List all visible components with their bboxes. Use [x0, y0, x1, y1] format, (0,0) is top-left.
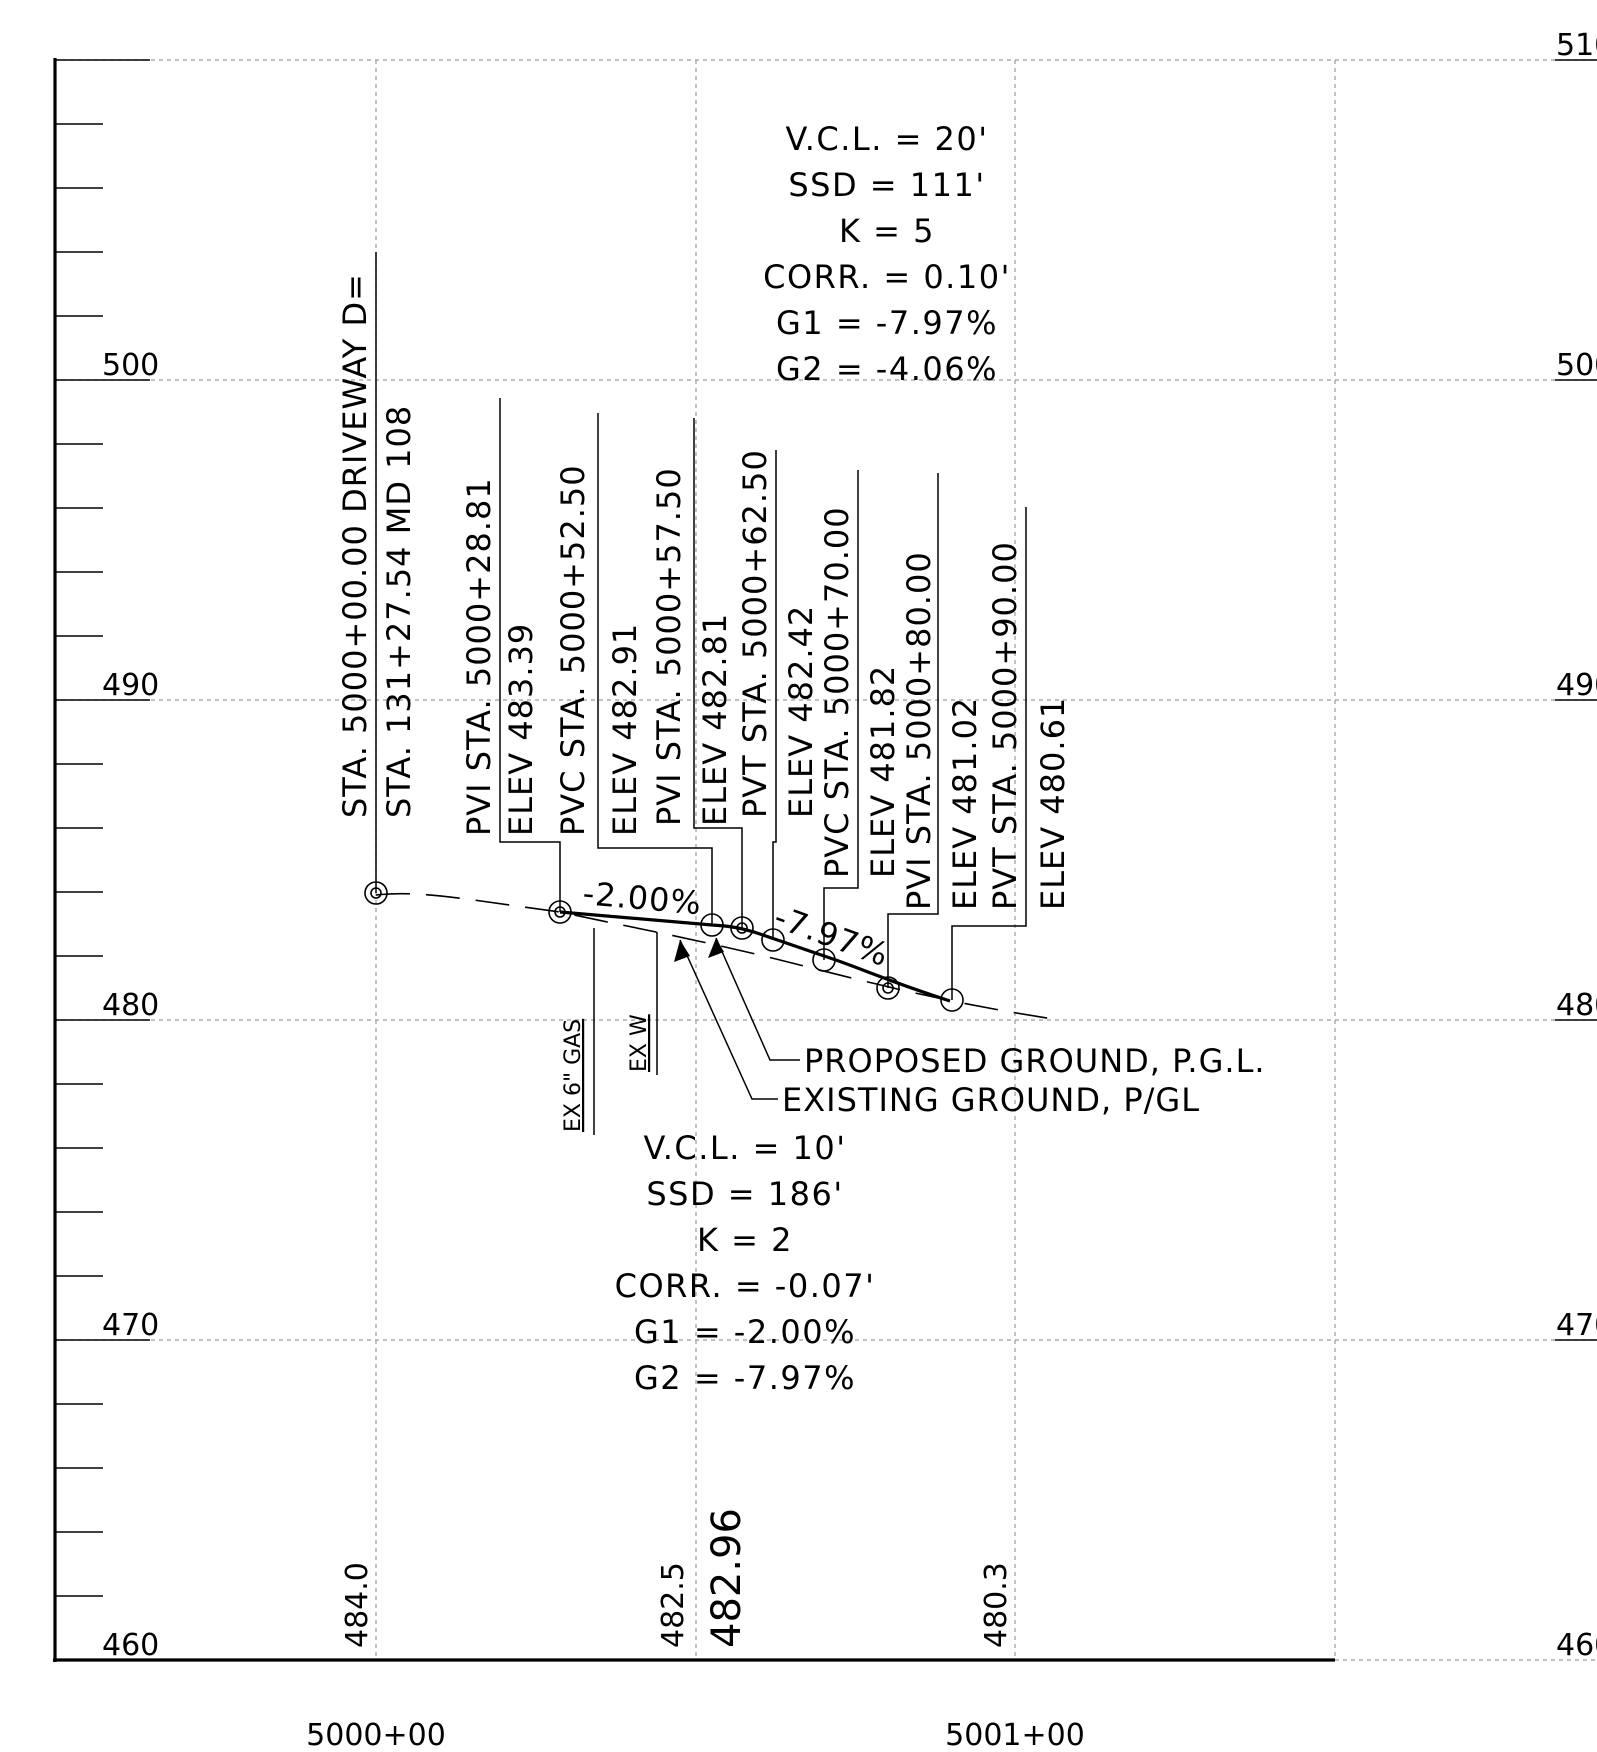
y-tick-label: 480 [102, 988, 159, 1023]
g1-label: G1 = -7.97% [776, 304, 998, 342]
x-tick-labels: 5000+00 5001+00 [306, 1718, 1085, 1752]
vcl-label: V.C.L. = 10' [643, 1129, 846, 1167]
pvt-station-label: PVT STA. 5000+90.00 [986, 541, 1024, 910]
pvc-station-label: PVC STA. 5000+70.00 [818, 506, 856, 878]
elevation-label: 484.0 [340, 1562, 375, 1648]
driveway-callout: STA. 5000+00.00 DRIVEWAY D= STA. 131+27.… [336, 252, 418, 893]
leader-pvi-2 [693, 418, 743, 928]
y-tick-labels-right: 510 500 490 480 470 460 [1556, 28, 1597, 1663]
leader-pvi-1 [499, 398, 561, 912]
y-tick-labels-left: 500 490 480 470 460 [102, 348, 159, 1663]
point-labels: PVI STA. 5000+28.81 ELEV 483.39 PVC STA.… [460, 449, 1072, 910]
existing-callout-leader [679, 939, 778, 1100]
leader-pvt-1 [772, 450, 777, 940]
proposed-ground-line [559, 910, 951, 1003]
driveway-station-label: STA. 5000+00.00 DRIVEWAY D= [336, 273, 374, 818]
driveway-md-label: STA. 131+27.54 MD 108 [380, 405, 418, 818]
y-minor-ticks [55, 123, 1597, 1597]
proposed-arrowhead [708, 938, 724, 958]
pvi-marker-inner [554, 906, 566, 918]
k-label: K = 2 [697, 1221, 793, 1259]
ground-callouts: PROPOSED GROUND, P.G.L. EXISTING GROUND,… [674, 937, 1266, 1119]
pvi-marker-inner [882, 982, 894, 994]
pvi-station-label: PVI STA. 5000+80.00 [900, 551, 938, 910]
pvc-station-label: PVC STA. 5000+52.50 [554, 464, 592, 836]
elevation-labels: 484.0 482.5 482.96 480.3 [340, 1508, 1014, 1648]
pvc-marker [700, 913, 724, 937]
y-tick-label: 480 [1556, 988, 1597, 1023]
elevation-label: ELEV 482.42 [782, 605, 820, 818]
existing-arrowhead [674, 940, 690, 962]
driveway-marker [364, 881, 388, 905]
elevation-label: 482.96 [704, 1508, 750, 1648]
pvt-marker [761, 928, 785, 952]
point-markers [364, 881, 964, 1012]
driveway-marker-inner [370, 887, 382, 899]
existing-ground-line [375, 892, 1061, 1021]
corr-label: CORR. = -0.07' [615, 1267, 876, 1305]
ssd-label: SSD = 186' [646, 1175, 843, 1213]
axes [53, 58, 1597, 1662]
y-tick-label: 500 [102, 348, 159, 383]
pvi-marker [876, 976, 900, 1000]
pvt-marker [940, 988, 964, 1012]
pvi-station-label: PVI STA. 5000+57.50 [650, 467, 688, 826]
elevation-label: 482.5 [656, 1562, 691, 1648]
lower-curve-data: V.C.L. = 10' SSD = 186' K = 2 CORR. = -0… [615, 1129, 876, 1397]
water-utility-label: EX W [627, 1014, 652, 1072]
elevation-label: ELEV 483.39 [502, 623, 540, 836]
y-tick-label: 460 [102, 1628, 159, 1663]
leader-pvi-3 [887, 473, 939, 988]
upper-curve-data: V.C.L. = 20' SSD = 111' K = 5 CORR. = 0.… [763, 120, 1011, 388]
y-tick-label: 490 [102, 668, 159, 703]
y-tick-label: 500 [1556, 348, 1597, 383]
y-tick-label: 460 [1556, 1628, 1597, 1663]
elevation-label: ELEV 480.61 [1034, 697, 1072, 910]
elevation-label: ELEV 481.02 [946, 697, 984, 910]
g1-label: G1 = -2.00% [634, 1313, 856, 1351]
pvi-marker-inner [736, 922, 748, 934]
gas-utility-label: EX 6" GAS [561, 1019, 586, 1132]
leader-pvc-2 [823, 470, 859, 960]
pvc-marker [812, 948, 836, 972]
g2-label: G2 = -4.06% [776, 350, 998, 388]
elevation-label: 480.3 [979, 1562, 1014, 1648]
existing-ground-label: EXISTING GROUND, P/GL [782, 1081, 1200, 1119]
y-tick-label: 470 [102, 1308, 159, 1343]
corr-label: CORR. = 0.10' [763, 258, 1011, 296]
pvi-station-label: PVI STA. 5000+28.81 [460, 477, 498, 836]
label-leaders [499, 398, 1027, 1000]
elevation-label: ELEV 482.81 [696, 613, 734, 826]
leader-pvt-2 [951, 507, 1027, 1000]
leader-pvc-1 [597, 413, 713, 925]
g2-label: G2 = -7.97% [634, 1359, 856, 1397]
proposed-callout-leader [715, 937, 800, 1061]
elevation-label: ELEV 482.91 [606, 623, 644, 836]
pvt-station-label: PVT STA. 5000+62.50 [736, 449, 774, 818]
proposed-ground-label: PROPOSED GROUND, P.G.L. [804, 1042, 1266, 1080]
y-tick-label: 490 [1556, 668, 1597, 703]
vcl-label: V.C.L. = 20' [785, 120, 988, 158]
pvi-marker [548, 900, 572, 924]
x-tick-label: 5001+00 [945, 1718, 1085, 1752]
x-tick-label: 5000+00 [306, 1718, 446, 1752]
pvi-marker [730, 916, 754, 940]
utility-crossings: EX 6" GAS EX W [561, 928, 658, 1135]
ssd-label: SSD = 111' [788, 166, 985, 204]
y-tick-label: 470 [1556, 1308, 1597, 1343]
elevation-label: ELEV 481.82 [864, 665, 902, 878]
k-label: K = 5 [839, 212, 935, 250]
y-tick-label: 510 [1556, 28, 1597, 63]
